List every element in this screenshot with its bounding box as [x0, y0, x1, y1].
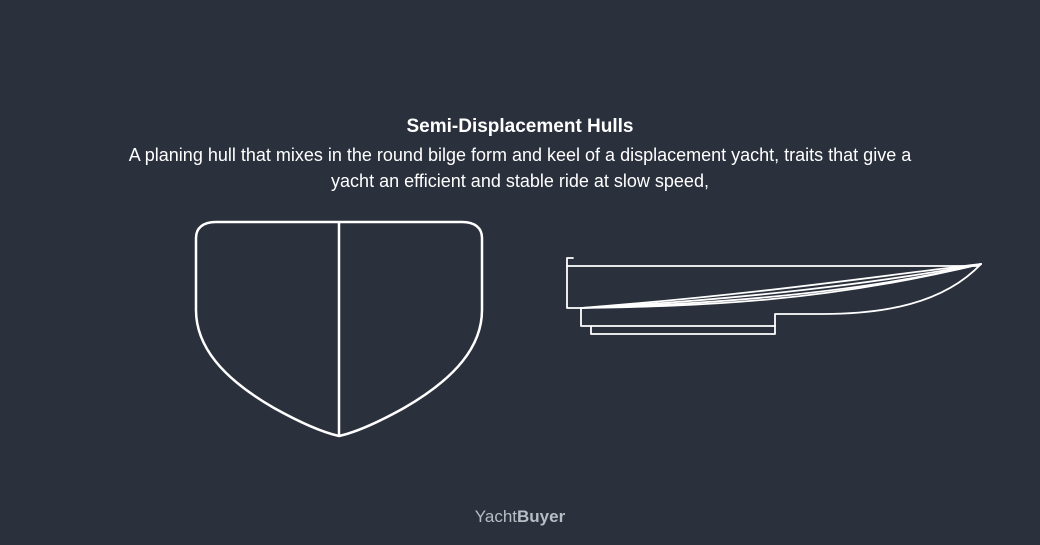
heading: Semi-Displacement Hulls [0, 116, 1040, 138]
hull-side-profile-diagram [563, 256, 985, 364]
description: A planing hull that mixes in the round b… [120, 142, 920, 194]
brand-bold: Buyer [517, 507, 565, 526]
hull-cross-section-diagram [188, 218, 490, 440]
brand-prefix: Yacht [475, 507, 517, 526]
brand-logo: YachtBuyer [0, 507, 1040, 527]
